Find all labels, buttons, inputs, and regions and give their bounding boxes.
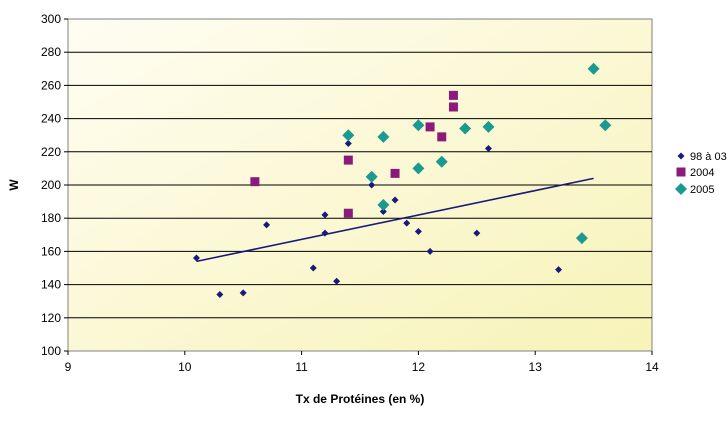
data-point [365, 170, 378, 183]
y-tick-label: 220 [41, 145, 61, 159]
y-tick-label: 200 [41, 178, 61, 192]
data-point [321, 229, 329, 237]
data-point [575, 232, 588, 245]
y-tick-label: 180 [41, 211, 61, 225]
data-point [459, 122, 472, 135]
data-point [192, 254, 200, 262]
legend-marker [675, 183, 687, 195]
data-point [448, 90, 458, 100]
y-tick-label: 260 [41, 78, 61, 92]
data-point [414, 227, 422, 235]
data-point [403, 219, 411, 227]
y-tick-label: 120 [41, 311, 61, 325]
data-point [368, 181, 376, 189]
y-tick-label: 240 [41, 112, 61, 126]
y-tick-label: 160 [41, 244, 61, 258]
legend-marker [677, 152, 685, 160]
trendline [196, 177, 594, 263]
y-tick-label: 280 [41, 45, 61, 59]
data-point [343, 208, 353, 218]
data-point [343, 155, 353, 165]
legend-label: 2004 [690, 167, 714, 179]
data-point [425, 122, 435, 132]
data-point [377, 198, 390, 211]
data-point [484, 144, 492, 152]
data-point [250, 177, 260, 187]
data-point [239, 289, 247, 297]
x-tick-label: 10 [178, 360, 192, 374]
data-point [599, 119, 612, 132]
legend: 98 à 03 2004 2005 [675, 151, 727, 196]
x-tick-label: 9 [65, 360, 72, 374]
gridlines [68, 51, 652, 319]
data-points [192, 62, 612, 299]
data-point [412, 119, 425, 132]
data-point [344, 140, 352, 147]
data-point [321, 211, 329, 219]
x-tick-label: 14 [645, 360, 659, 374]
y-tick-label: 100 [41, 344, 61, 358]
data-point [435, 155, 448, 168]
data-point [309, 264, 317, 272]
data-point [263, 221, 271, 229]
data-point [587, 62, 600, 75]
data-point [482, 120, 495, 133]
data-point [391, 196, 399, 204]
x-tick-label: 13 [529, 360, 543, 374]
legend-label: 2005 [690, 184, 714, 196]
legend-label: 98 à 03 [690, 151, 727, 163]
data-point [437, 132, 447, 142]
legend-marker [676, 167, 686, 177]
data-point [555, 266, 563, 274]
data-point [333, 277, 341, 285]
x-axis-title: Tx de Protéines (en %) [296, 392, 425, 406]
axes: 100 120 140 160 180 200 220 240 260 280 300 9 10 11 12… [41, 12, 659, 374]
data-point [426, 247, 434, 255]
data-point [390, 168, 400, 178]
x-tick-label: 11 [295, 360, 308, 374]
data-point [379, 208, 387, 216]
data-point [377, 130, 390, 143]
y-tick-label: 140 [41, 278, 61, 292]
x-tick-label: 12 [412, 360, 426, 374]
y-tick-label: 300 [41, 12, 61, 26]
y-axis-title: W [7, 179, 21, 191]
data-point [216, 291, 224, 299]
trendline-layer [196, 177, 594, 263]
data-point [448, 102, 458, 112]
data-point [342, 129, 355, 142]
data-point [473, 229, 481, 237]
data-point [412, 162, 425, 175]
